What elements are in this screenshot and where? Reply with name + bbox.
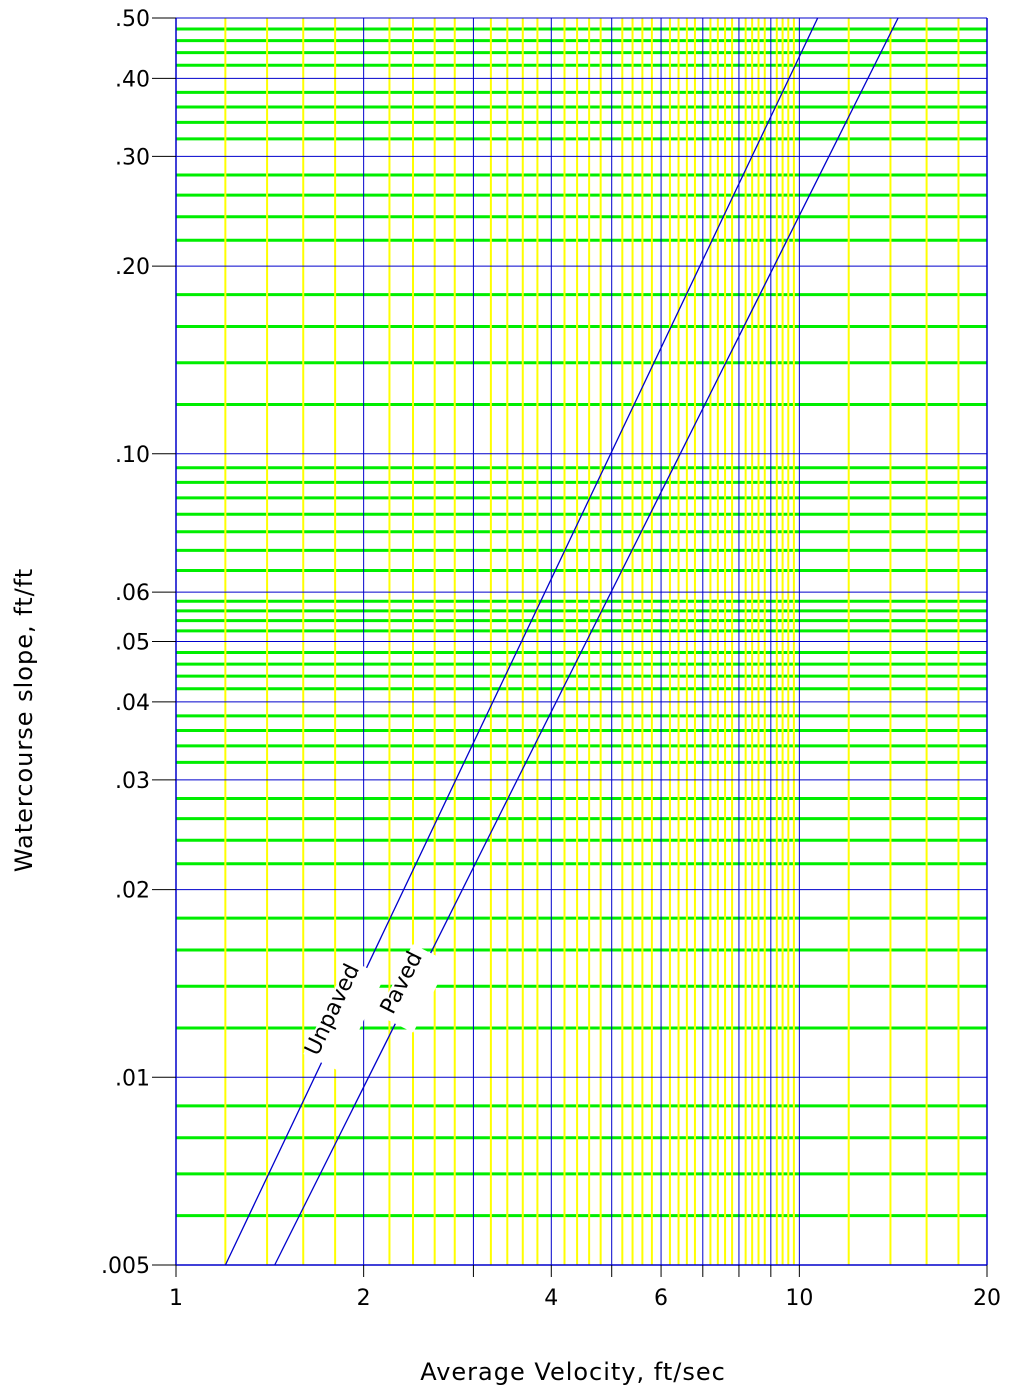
y-tick-label: .02: [115, 879, 150, 904]
x-tick-label: 10: [785, 1286, 813, 1311]
y-tick-label: .06: [115, 581, 150, 606]
x-axis-title: Average Velocity, ft/sec: [420, 1358, 726, 1386]
x-tick-label: 20: [973, 1286, 1001, 1311]
y-axis-title: Watercourse slope, ft/ft: [10, 568, 38, 872]
tick-marks: .005 .01 .02 .03 .04 .05 .06 .10 .20 .30 .40 .50 1 2 4…: [101, 7, 1001, 1311]
x-tick-label: 1: [169, 1286, 183, 1311]
curve-label-bg: [303, 959, 385, 1072]
y-tick-label: .05: [115, 631, 150, 656]
y-tick-label: .20: [115, 255, 150, 280]
x-tick-label: 4: [544, 1286, 558, 1311]
y-tick-label: .10: [115, 443, 150, 468]
y-tick-label: .01: [115, 1066, 150, 1091]
y-tick-label: .04: [115, 691, 150, 716]
series-line-paved: [274, 17, 899, 1266]
y-tick-label: .50: [115, 7, 150, 32]
x-tick-label: 2: [357, 1286, 371, 1311]
y-tick-label: .40: [115, 67, 150, 92]
minor-grid-horizontal: [176, 27, 987, 1218]
y-tick-label: .005: [101, 1254, 150, 1279]
y-tick-label: .03: [115, 769, 150, 794]
curve-label-bg: [377, 944, 449, 1033]
x-tick-label: 6: [654, 1286, 668, 1311]
y-tick-label: .30: [115, 145, 150, 170]
